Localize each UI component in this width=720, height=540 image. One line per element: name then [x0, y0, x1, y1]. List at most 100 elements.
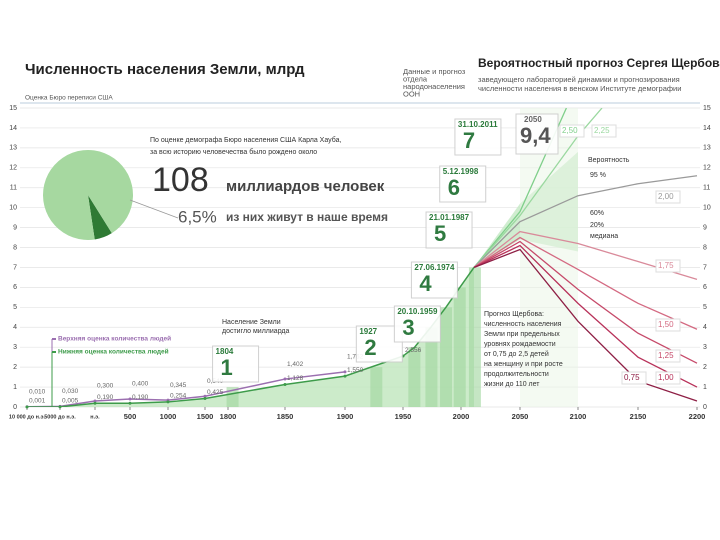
pie-pointer [129, 199, 179, 219]
value-label: 1,402 [287, 361, 304, 368]
value-label: 1,128 [287, 375, 304, 382]
haub-note: за всю историю человечества было рождено… [150, 148, 317, 156]
source-un: народонаселения [403, 82, 465, 91]
point [203, 394, 207, 398]
right-subtitle: численности населения в венском Институт… [478, 84, 681, 93]
x-tick-label: 1900 [337, 412, 354, 421]
y-tick-label: 15 [9, 105, 17, 112]
x-tick-label: 2150 [630, 412, 647, 421]
milestone-column [370, 367, 383, 407]
x-tick-label: 1850 [277, 412, 294, 421]
milestone-column [468, 267, 481, 407]
forecast-label: 2,50 [562, 126, 578, 135]
source-un: Данные и прогноз [403, 67, 466, 76]
forecast-label: 1,00 [658, 373, 674, 382]
forecast-label-box [655, 259, 681, 273]
point [25, 405, 29, 409]
value-label: 0,005 [62, 398, 79, 405]
y-tick-label: 11 [703, 185, 710, 192]
value-label: 1,762 [347, 354, 364, 361]
population-line [26, 371, 346, 407]
milestone-box [454, 118, 502, 156]
forecast-note: уровнях рождаемости [484, 341, 556, 348]
forecast-label: 2,25 [594, 126, 610, 135]
forecast-line [473, 244, 698, 388]
point [93, 399, 97, 403]
band-label: 95 % [590, 172, 606, 179]
y-tick-label: 13 [9, 145, 17, 152]
milestone-date: 1804 [216, 347, 234, 356]
y-tick-label: 11 [10, 185, 17, 192]
pie-slice [88, 195, 112, 240]
milestone-date: 31.10.2011 [458, 120, 498, 129]
y-tick-label: 15 [703, 105, 711, 112]
value-label: 0,400 [132, 381, 149, 388]
y-tick-label: 12 [703, 165, 711, 172]
x-tick-label: 5000 до н.э. [44, 414, 76, 420]
value-label: 2,556 [405, 347, 422, 354]
value-label: 1,550 [347, 367, 364, 374]
value-label: 0,030 [62, 388, 79, 395]
plot-area [26, 108, 698, 407]
haub-note: По оценке демографа Бюро населения США К… [150, 136, 341, 144]
y-tick-label: 2 [13, 364, 17, 371]
billion-note: Население Земли [222, 319, 281, 326]
y-tick-label: 1 [13, 384, 17, 391]
y-tick-label: 12 [9, 165, 17, 172]
value-label: 0,254 [170, 393, 187, 400]
milestone-number: 7 [463, 128, 475, 153]
milestone-column [453, 287, 466, 407]
milestone-column [408, 347, 421, 407]
source-un: ООН [403, 89, 420, 98]
milestone-box [410, 261, 458, 299]
forecast-note: Прогноз Щербова: [484, 310, 544, 318]
forecast-zone [520, 108, 578, 407]
y-tick-label: 14 [703, 125, 711, 132]
value-label: 0,001 [29, 398, 46, 405]
forecast-label-box [559, 124, 585, 138]
history-area [27, 267, 474, 407]
milestone-box [439, 165, 487, 203]
y-tick-label: 2 [703, 364, 707, 371]
forecast-note: продолжительности [484, 371, 549, 378]
legend-entry: Нижняя оценка количества людей [58, 348, 169, 356]
forecast-label: 0,75 [624, 373, 640, 382]
y-tick-label: 6 [703, 284, 707, 291]
point [343, 374, 347, 378]
milestone-number: 6 [448, 175, 460, 200]
band-label: 20% [590, 222, 604, 229]
forecast-note: на женщину и при росте [484, 361, 563, 368]
milestone-column [425, 327, 438, 407]
milestone-date: 21.01.1987 [429, 213, 470, 222]
y-tick-label: 6 [13, 284, 17, 291]
value-label: 0,345 [170, 382, 187, 389]
milestone-number: 2 [364, 335, 376, 360]
milestone-box [515, 113, 559, 155]
forecast-line [473, 175, 698, 268]
band-label: Вероятность [588, 157, 630, 164]
value-label: 0,300 [97, 383, 114, 390]
milestone-date: 27.06.1974 [414, 263, 455, 272]
x-tick-label: 500 [124, 412, 137, 421]
point [166, 400, 170, 404]
y-tick-label: 7 [703, 264, 707, 271]
milestone-number: 4 [419, 271, 432, 296]
y-tick-label: 8 [703, 244, 707, 251]
y-tick-label: 13 [703, 145, 711, 152]
milestone-date: 5.12.1998 [443, 167, 479, 176]
x-tick-label: 1800 [220, 412, 237, 421]
x-tick-label: н.э. [90, 414, 100, 420]
forecast-note: численность населения [484, 321, 562, 328]
forecast-label: 2,00 [658, 192, 674, 201]
value-label: 0,010 [29, 389, 46, 396]
legend-entry: Верхняя оценка количества людей [58, 335, 171, 343]
x-tick-label: 1000 [160, 412, 177, 421]
forecast-line [473, 108, 603, 268]
y-tick-label: 1 [703, 384, 707, 391]
forecast-line [473, 240, 698, 364]
y-tick-label: 3 [13, 344, 17, 351]
forecast-label-box [591, 124, 617, 138]
milestone-number: 9,4 [520, 123, 551, 148]
y-tick-label: 14 [9, 125, 17, 132]
